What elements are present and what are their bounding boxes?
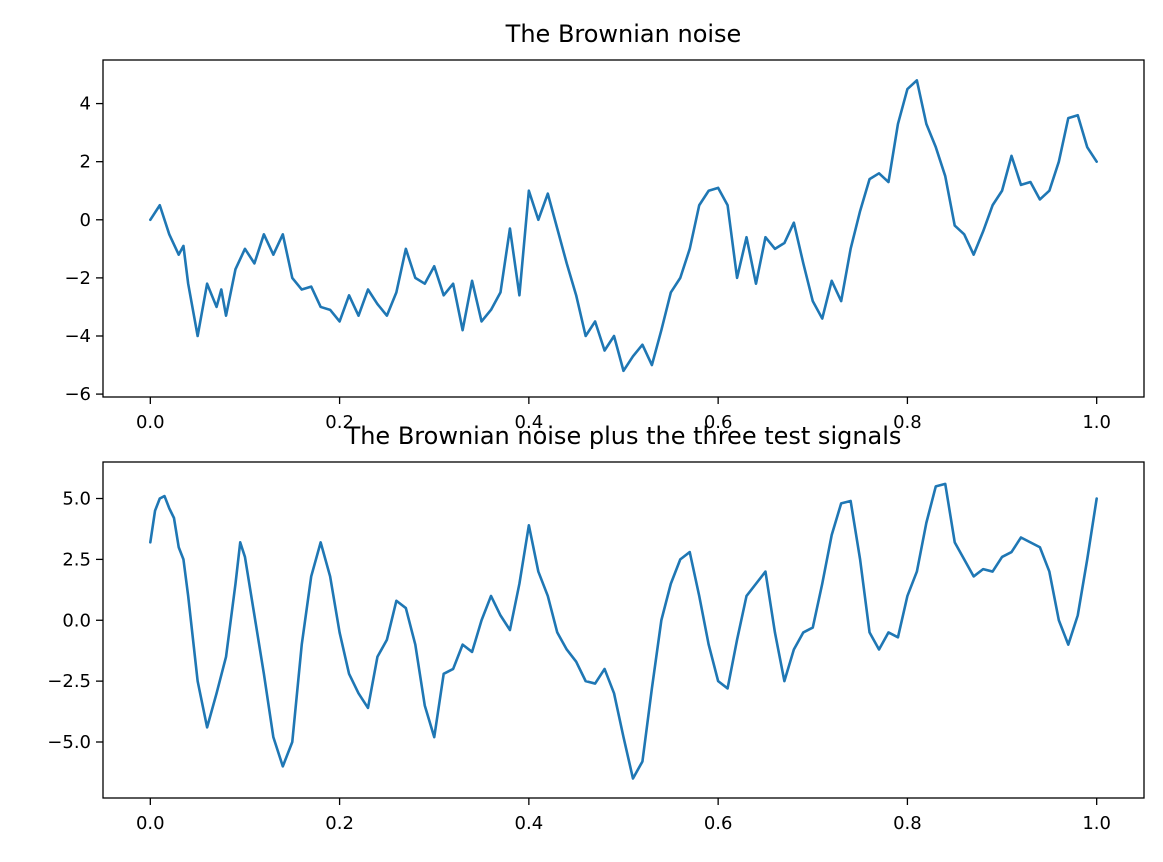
y-tick-label: −2.5 xyxy=(47,671,91,692)
axes-frame xyxy=(102,461,1145,799)
y-tick-label: −4 xyxy=(64,326,91,347)
x-tick-label: 0.8 xyxy=(893,813,922,834)
x-tick-label: 0.0 xyxy=(136,412,165,433)
x-tick-label: 0.6 xyxy=(704,412,733,433)
x-tick-label: 0.4 xyxy=(515,412,544,433)
y-tick-label: 4 xyxy=(80,94,91,115)
chart-1: 0.0 0.2 0.4 0.6 0.8 1.0 −6 −4 −2 0 2 4 The Brownian … xyxy=(64,20,1145,433)
series-line xyxy=(149,79,1098,373)
y-tick-label: −2 xyxy=(64,268,91,289)
x-tick-label: 0.2 xyxy=(325,412,354,433)
x-tick-label: 0.2 xyxy=(325,813,354,834)
x-tick-label: 0.6 xyxy=(704,813,733,834)
y-tick-label: −5.0 xyxy=(47,732,91,753)
y-tick-label: 0 xyxy=(80,210,91,231)
chart-title: The Brownian noise xyxy=(505,20,742,48)
x-tick-label: 1.0 xyxy=(1082,412,1111,433)
y-tick-label: 5.0 xyxy=(62,489,91,510)
chart-2: 0.0 0.2 0.4 0.6 0.8 1.0 −5.0 −2.5 0.0 2.5 5.0 The B… xyxy=(47,422,1145,834)
y-tick-label: −6 xyxy=(64,384,91,405)
y-tick-label: 2.5 xyxy=(62,549,91,570)
axes-frame xyxy=(102,59,1145,398)
chart-title: The Brownian noise plus the three test s… xyxy=(345,422,902,450)
series-line xyxy=(149,482,1098,780)
x-tick-label: 0.8 xyxy=(893,412,922,433)
x-tick-label: 1.0 xyxy=(1082,813,1111,834)
x-tick-label: 0.0 xyxy=(136,813,165,834)
y-tick-label: 2 xyxy=(80,152,91,173)
x-tick-label: 0.4 xyxy=(515,813,544,834)
y-tick-label: 0.0 xyxy=(62,610,91,631)
